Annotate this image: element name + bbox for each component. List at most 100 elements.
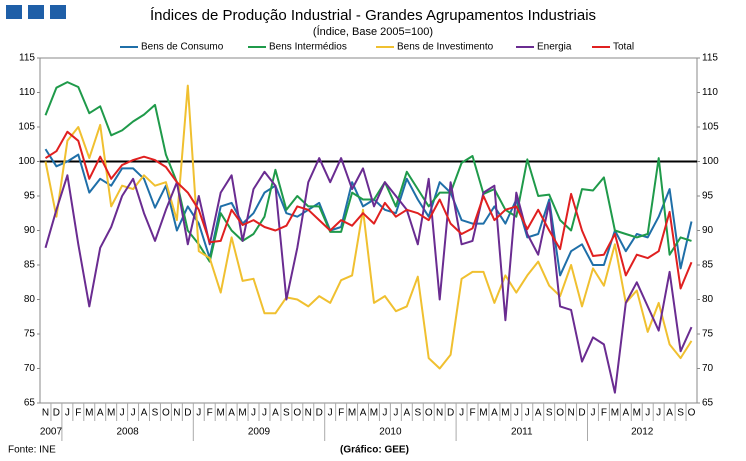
x-tick-label: A [666, 408, 673, 419]
y-tick-label: 95 [24, 191, 36, 202]
year-label: 2009 [248, 427, 271, 438]
x-tick-label: M [217, 408, 225, 419]
x-tick-label: J [251, 408, 256, 419]
y-tick-label: 85 [24, 260, 36, 271]
y-tick-label: 115 [19, 53, 35, 64]
x-tick-label: N [436, 408, 443, 419]
series-line [44, 157, 693, 394]
series-line [44, 130, 693, 290]
x-tick-label: F [75, 408, 81, 419]
x-tick-label: M [107, 408, 115, 419]
x-tick-label: M [370, 408, 378, 419]
x-tick-label: J [65, 408, 70, 419]
x-tick-label: J [328, 408, 333, 419]
y2-tick-label: 75 [702, 329, 714, 340]
x-tick-label: A [535, 408, 542, 419]
y-tick-label: 80 [24, 294, 36, 305]
y2-tick-label: 110 [702, 87, 718, 98]
y-tick-label: 70 [24, 363, 36, 374]
x-tick-label: J [382, 408, 387, 419]
x-tick-label: J [645, 408, 650, 419]
x-tick-label: J [514, 408, 519, 419]
y2-tick-label: 80 [702, 294, 714, 305]
x-tick-label: J [120, 408, 125, 419]
x-tick-label: J [590, 408, 595, 419]
x-tick-label: O [293, 408, 301, 419]
x-tick-label: J [196, 408, 201, 419]
legend-label: Energia [537, 42, 572, 53]
x-tick-label: D [316, 408, 323, 419]
x-tick-label: A [403, 408, 410, 419]
logo-block [6, 5, 22, 19]
series-line [44, 81, 692, 263]
legend-label: Bens de Consumo [141, 42, 224, 53]
x-tick-label: M [633, 408, 641, 419]
x-tick-label: J [131, 408, 136, 419]
x-tick-label: A [228, 408, 235, 419]
x-tick-label: F [207, 408, 213, 419]
legend-label: Total [613, 42, 634, 53]
series-line [44, 84, 693, 370]
x-tick-label: A [360, 408, 367, 419]
chart-subtitle: (Índice, Base 2005=100) [313, 25, 433, 38]
x-tick-label: N [173, 408, 180, 419]
x-tick-label: D [578, 408, 585, 419]
y-tick-label: 90 [24, 225, 36, 236]
year-label: 2007 [40, 427, 63, 438]
legend-label: Bens Intermédios [269, 42, 347, 53]
x-tick-label: J [459, 408, 464, 419]
y-tick-label: 100 [18, 156, 35, 167]
year-label: 2008 [116, 427, 139, 438]
x-tick-label: F [338, 408, 344, 419]
x-tick-label: F [469, 408, 475, 419]
series-line [44, 148, 693, 277]
x-tick-label: M [85, 408, 93, 419]
plot-area [39, 57, 698, 404]
credit: (Gráfico: GEE) [340, 445, 409, 456]
x-tick-label: N [305, 408, 312, 419]
legend-label: Bens de Investimento [397, 42, 494, 53]
x-tick-label: M [348, 408, 356, 419]
y-tick-label: 65 [24, 398, 36, 409]
x-tick-label: S [546, 408, 553, 419]
year-label: 2010 [379, 427, 402, 438]
y2-tick-label: 65 [702, 398, 714, 409]
source: Fonte: INE [8, 445, 56, 456]
x-tick-label: J [393, 408, 398, 419]
x-tick-label: F [601, 408, 607, 419]
y2-tick-label: 115 [702, 53, 718, 64]
x-tick-label: A [97, 408, 104, 419]
y-tick-label: 110 [19, 87, 35, 98]
x-tick-label: S [283, 408, 290, 419]
year-label: 2012 [631, 427, 654, 438]
y2-tick-label: 70 [702, 363, 714, 374]
x-tick-label: A [491, 408, 498, 419]
y2-tick-label: 100 [702, 156, 719, 167]
y-tick-label: 75 [24, 329, 36, 340]
logo-block [28, 5, 44, 19]
y2-tick-label: 90 [702, 225, 714, 236]
y2-tick-label: 105 [702, 122, 719, 133]
chart-title: Índices de Produção Industrial - Grandes… [150, 7, 596, 24]
x-tick-label: A [622, 408, 629, 419]
x-tick-label: D [184, 408, 191, 419]
x-tick-label: M [238, 408, 246, 419]
logo-block [50, 5, 66, 19]
x-tick-label: S [152, 408, 159, 419]
x-tick-label: D [53, 408, 60, 419]
x-tick-label: A [141, 408, 148, 419]
y-tick-label: 105 [18, 122, 35, 133]
x-tick-label: S [677, 408, 684, 419]
x-tick-label: M [611, 408, 619, 419]
x-tick-label: O [688, 408, 696, 419]
y2-tick-label: 85 [702, 260, 714, 271]
year-label: 2011 [511, 427, 533, 438]
y2-tick-label: 95 [702, 191, 714, 202]
x-tick-label: J [262, 408, 267, 419]
x-tick-label: A [272, 408, 279, 419]
x-tick-label: O [556, 408, 564, 419]
x-tick-label: S [414, 408, 421, 419]
x-tick-label: N [567, 408, 574, 419]
x-tick-label: J [525, 408, 530, 419]
